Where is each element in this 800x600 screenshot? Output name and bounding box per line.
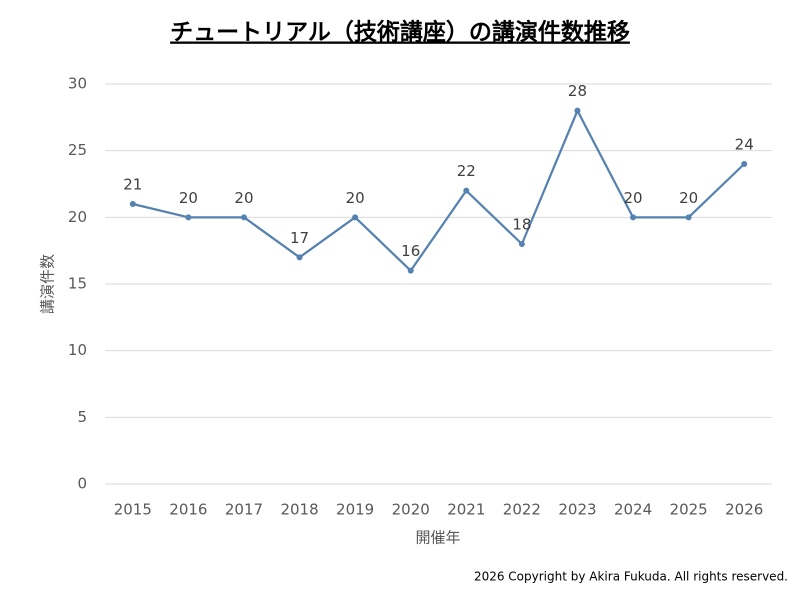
point xyxy=(407,267,414,274)
x-tick-label: 2019 xyxy=(336,501,374,519)
data-label: 16 xyxy=(401,242,420,260)
point xyxy=(352,214,359,221)
data-label: 24 xyxy=(735,136,754,154)
x-tick-label: 2016 xyxy=(169,501,207,519)
chart-title: チュートリアル（技術講座）の講演件数推移 xyxy=(170,19,630,46)
point xyxy=(574,107,581,114)
point xyxy=(185,214,192,221)
data-label: 22 xyxy=(457,162,476,180)
x-tick-label: 2015 xyxy=(114,501,152,519)
y-tick-label: 30 xyxy=(68,75,87,93)
data-label: 20 xyxy=(623,189,642,207)
y-tick-label: 5 xyxy=(77,408,87,426)
data-label: 28 xyxy=(568,82,587,100)
data-label: 20 xyxy=(234,189,253,207)
data-label: 20 xyxy=(346,189,365,207)
y-tick-label: 20 xyxy=(68,208,87,226)
x-tick-label: 2017 xyxy=(225,501,263,519)
y-tick-label: 0 xyxy=(77,475,87,493)
y-tick-label: 25 xyxy=(68,141,87,159)
data-label: 20 xyxy=(679,189,698,207)
footer: 2026 Copyright by Akira Fukuda. All righ… xyxy=(474,570,788,584)
x-tick-label: 2022 xyxy=(503,501,541,519)
point xyxy=(741,161,748,167)
data-label: 18 xyxy=(512,216,531,234)
x-tick-label: 2021 xyxy=(447,501,485,519)
x-tick-label: 2023 xyxy=(558,501,596,519)
point xyxy=(296,254,303,261)
point xyxy=(630,214,637,221)
series-line xyxy=(132,109,745,272)
x-tick-label: 2018 xyxy=(280,501,318,519)
point xyxy=(685,214,692,221)
data-label: 17 xyxy=(290,229,309,247)
data-label: 21 xyxy=(123,176,142,194)
point xyxy=(129,201,136,207)
x-tick-label: 2020 xyxy=(392,501,430,519)
point xyxy=(518,241,525,247)
point xyxy=(240,214,247,221)
x-tick-label: 2025 xyxy=(670,501,708,519)
x-axis-label: 開催年 xyxy=(415,529,460,547)
y-axis-label: 講演件数 xyxy=(39,254,57,314)
y-tick-label: 10 xyxy=(68,341,87,359)
x-tick-label: 2024 xyxy=(614,501,652,519)
point xyxy=(463,187,470,194)
y-tick-label: 15 xyxy=(68,275,87,293)
data-label: 20 xyxy=(179,189,198,207)
x-tick-label: 2026 xyxy=(725,501,763,519)
